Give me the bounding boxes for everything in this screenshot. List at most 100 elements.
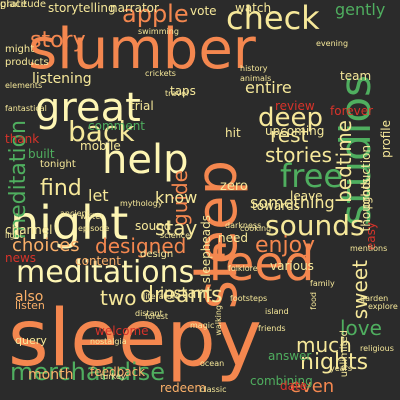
cloud-word: forever (330, 104, 374, 118)
cloud-word: choices (12, 235, 80, 256)
cloud-word: leave (290, 189, 323, 203)
cloud-word: hit (225, 126, 241, 140)
cloud-word: merchandise (10, 358, 165, 386)
cloud-word: thank (5, 132, 40, 146)
cloud-word: science (160, 231, 191, 240)
cloud-word: help (102, 137, 189, 183)
cloud-word: deep (258, 103, 323, 133)
cloud-word: something (250, 193, 335, 212)
cloud-word: travel (165, 89, 189, 98)
cloud-word: listen (15, 299, 45, 312)
cloud-word: night (10, 196, 129, 250)
cloud-word: garden (360, 294, 389, 303)
cloud-word: combining (250, 374, 313, 388)
cloud-word: mythology (120, 199, 163, 208)
cloud-word: classic (200, 385, 227, 394)
cloud-word: entire (245, 78, 292, 97)
cloud-word: query (15, 334, 47, 347)
cloud-word: episode (78, 224, 110, 233)
cloud-word: place (0, 0, 27, 10)
cloud-word: literature (143, 292, 180, 301)
cloud-word: years (330, 364, 353, 373)
cloud-word: might (5, 44, 35, 55)
cloud-word: ocean (200, 359, 225, 368)
cloud-word: listening (32, 71, 92, 87)
cloud-word: elements (5, 81, 43, 90)
cloud-word: slumber (28, 17, 256, 82)
cloud-word: two (100, 286, 137, 310)
cloud-word: need (218, 231, 248, 245)
cloud-word: towards (252, 199, 300, 213)
cloud-word: narrator (110, 1, 159, 15)
cloud-word: friends (258, 324, 286, 333)
cloud-word: answer (268, 349, 312, 363)
cloud-word: distant (135, 309, 163, 318)
cloud-word: vote (190, 4, 217, 18)
cloud-word: know (155, 188, 198, 207)
cloud-word: content (75, 254, 121, 268)
cloud-word: designed (95, 234, 187, 258)
cloud-word: welcome (95, 324, 149, 338)
cloud-word: magic (190, 321, 215, 330)
cloud-word: evening (316, 39, 349, 48)
cloud-word: story (30, 28, 86, 53)
cloud-word: find (40, 176, 82, 201)
cloud-word: gratitude (0, 0, 47, 10)
cloud-word: footsteps (230, 294, 268, 303)
cloud-word: watch (235, 1, 272, 15)
cloud-word: food (309, 292, 318, 310)
cloud-word: sleepheads (199, 215, 213, 284)
cloud-word: cooking (240, 224, 272, 233)
cloud-word: turkey (100, 372, 126, 381)
cloud-word: mentions (350, 244, 388, 253)
cloud-word: folklore (228, 264, 258, 273)
cloud-word: products (5, 57, 49, 68)
cloud-word: feed (208, 236, 315, 292)
cloud-word: nights (300, 350, 369, 375)
cloud-word: trial (130, 99, 154, 113)
cloud-word: month (28, 367, 74, 383)
cloud-word: darkness (225, 221, 262, 230)
cloud-word: history (240, 64, 268, 73)
cloud-word: walking (214, 305, 223, 336)
cloud-word: rest (270, 123, 309, 147)
cloud-word: upcoming (265, 124, 325, 138)
cloud-word: built (28, 147, 55, 161)
cloud-word: back (68, 115, 135, 148)
cloud-word: island (265, 307, 289, 316)
cloud-word: light (5, 231, 23, 240)
cloud-word: channel (5, 223, 53, 237)
cloud-word: crickets (145, 69, 176, 78)
cloud-word: dreams (140, 283, 223, 308)
cloud-word: stay (155, 216, 198, 240)
cloud-word: apple (122, 0, 189, 28)
cloud-word: profile (379, 120, 393, 158)
cloud-word: great (35, 85, 141, 131)
cloud-word: religious (360, 344, 394, 353)
cloud-word: sweet (348, 260, 372, 320)
cloud-word: writer (80, 212, 104, 221)
cloud-word: explore (368, 302, 398, 311)
cloud-word: sound (135, 219, 172, 233)
cloud-word: meditations (16, 255, 195, 290)
cloud-word: date (280, 379, 308, 393)
cloud-word: news (5, 251, 37, 265)
cloud-word: check (226, 0, 320, 37)
cloud-word: sounds (265, 209, 365, 242)
cloud-word: animals (240, 74, 272, 83)
cloud-word: bedtime (332, 120, 356, 203)
cloud-word: nostalgia (90, 337, 127, 346)
cloud-word: even (290, 376, 335, 397)
cloud-word: fantastical (5, 104, 47, 113)
cloud-word: let (88, 186, 109, 205)
cloud-word: family (310, 279, 335, 288)
cloud-word: enjoy (255, 233, 316, 258)
cloud-word: free (280, 157, 344, 195)
cloud-word: gently (335, 0, 386, 19)
cloud-word: team (340, 69, 372, 83)
cloud-word: various (270, 259, 314, 273)
cloud-word: love (340, 316, 382, 340)
cloud-word: tonight (40, 159, 76, 170)
cloud-word: comment (88, 119, 146, 133)
